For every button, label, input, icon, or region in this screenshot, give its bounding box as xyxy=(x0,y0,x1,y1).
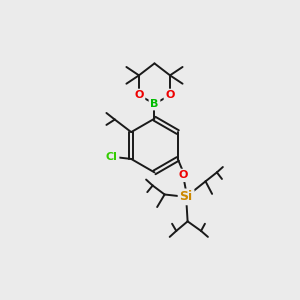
Text: O: O xyxy=(178,170,188,180)
Text: O: O xyxy=(134,90,144,100)
Text: B: B xyxy=(150,99,159,109)
Text: Cl: Cl xyxy=(106,152,118,163)
Text: O: O xyxy=(165,90,175,100)
Text: Si: Si xyxy=(180,190,193,203)
